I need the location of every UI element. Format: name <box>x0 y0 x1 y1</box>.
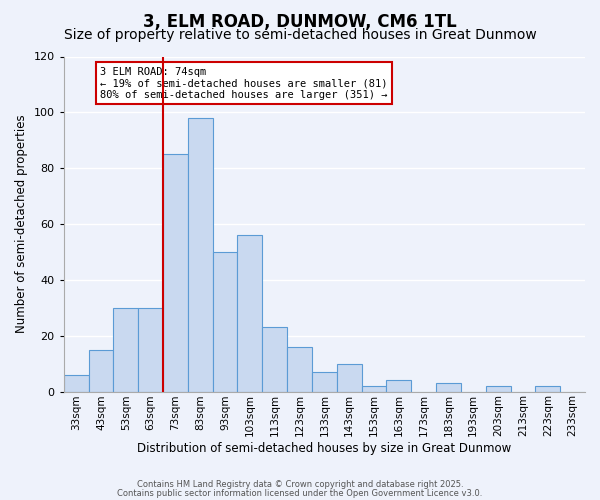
Text: 3, ELM ROAD, DUNMOW, CM6 1TL: 3, ELM ROAD, DUNMOW, CM6 1TL <box>143 12 457 30</box>
Bar <box>163 154 188 392</box>
Y-axis label: Number of semi-detached properties: Number of semi-detached properties <box>15 114 28 334</box>
Bar <box>337 364 362 392</box>
Bar <box>238 235 262 392</box>
Text: Size of property relative to semi-detached houses in Great Dunmow: Size of property relative to semi-detach… <box>64 28 536 42</box>
Bar <box>188 118 212 392</box>
Bar <box>362 386 386 392</box>
Bar <box>535 386 560 392</box>
Bar <box>89 350 113 392</box>
Bar <box>262 328 287 392</box>
Bar <box>486 386 511 392</box>
Bar <box>64 375 89 392</box>
Text: Contains public sector information licensed under the Open Government Licence v3: Contains public sector information licen… <box>118 488 482 498</box>
Bar <box>436 383 461 392</box>
Bar <box>113 308 138 392</box>
Text: 3 ELM ROAD: 74sqm
← 19% of semi-detached houses are smaller (81)
80% of semi-det: 3 ELM ROAD: 74sqm ← 19% of semi-detached… <box>100 66 388 100</box>
Bar <box>312 372 337 392</box>
Bar <box>138 308 163 392</box>
Bar <box>386 380 411 392</box>
Text: Contains HM Land Registry data © Crown copyright and database right 2025.: Contains HM Land Registry data © Crown c… <box>137 480 463 489</box>
Bar <box>212 252 238 392</box>
Bar <box>287 347 312 392</box>
X-axis label: Distribution of semi-detached houses by size in Great Dunmow: Distribution of semi-detached houses by … <box>137 442 511 455</box>
